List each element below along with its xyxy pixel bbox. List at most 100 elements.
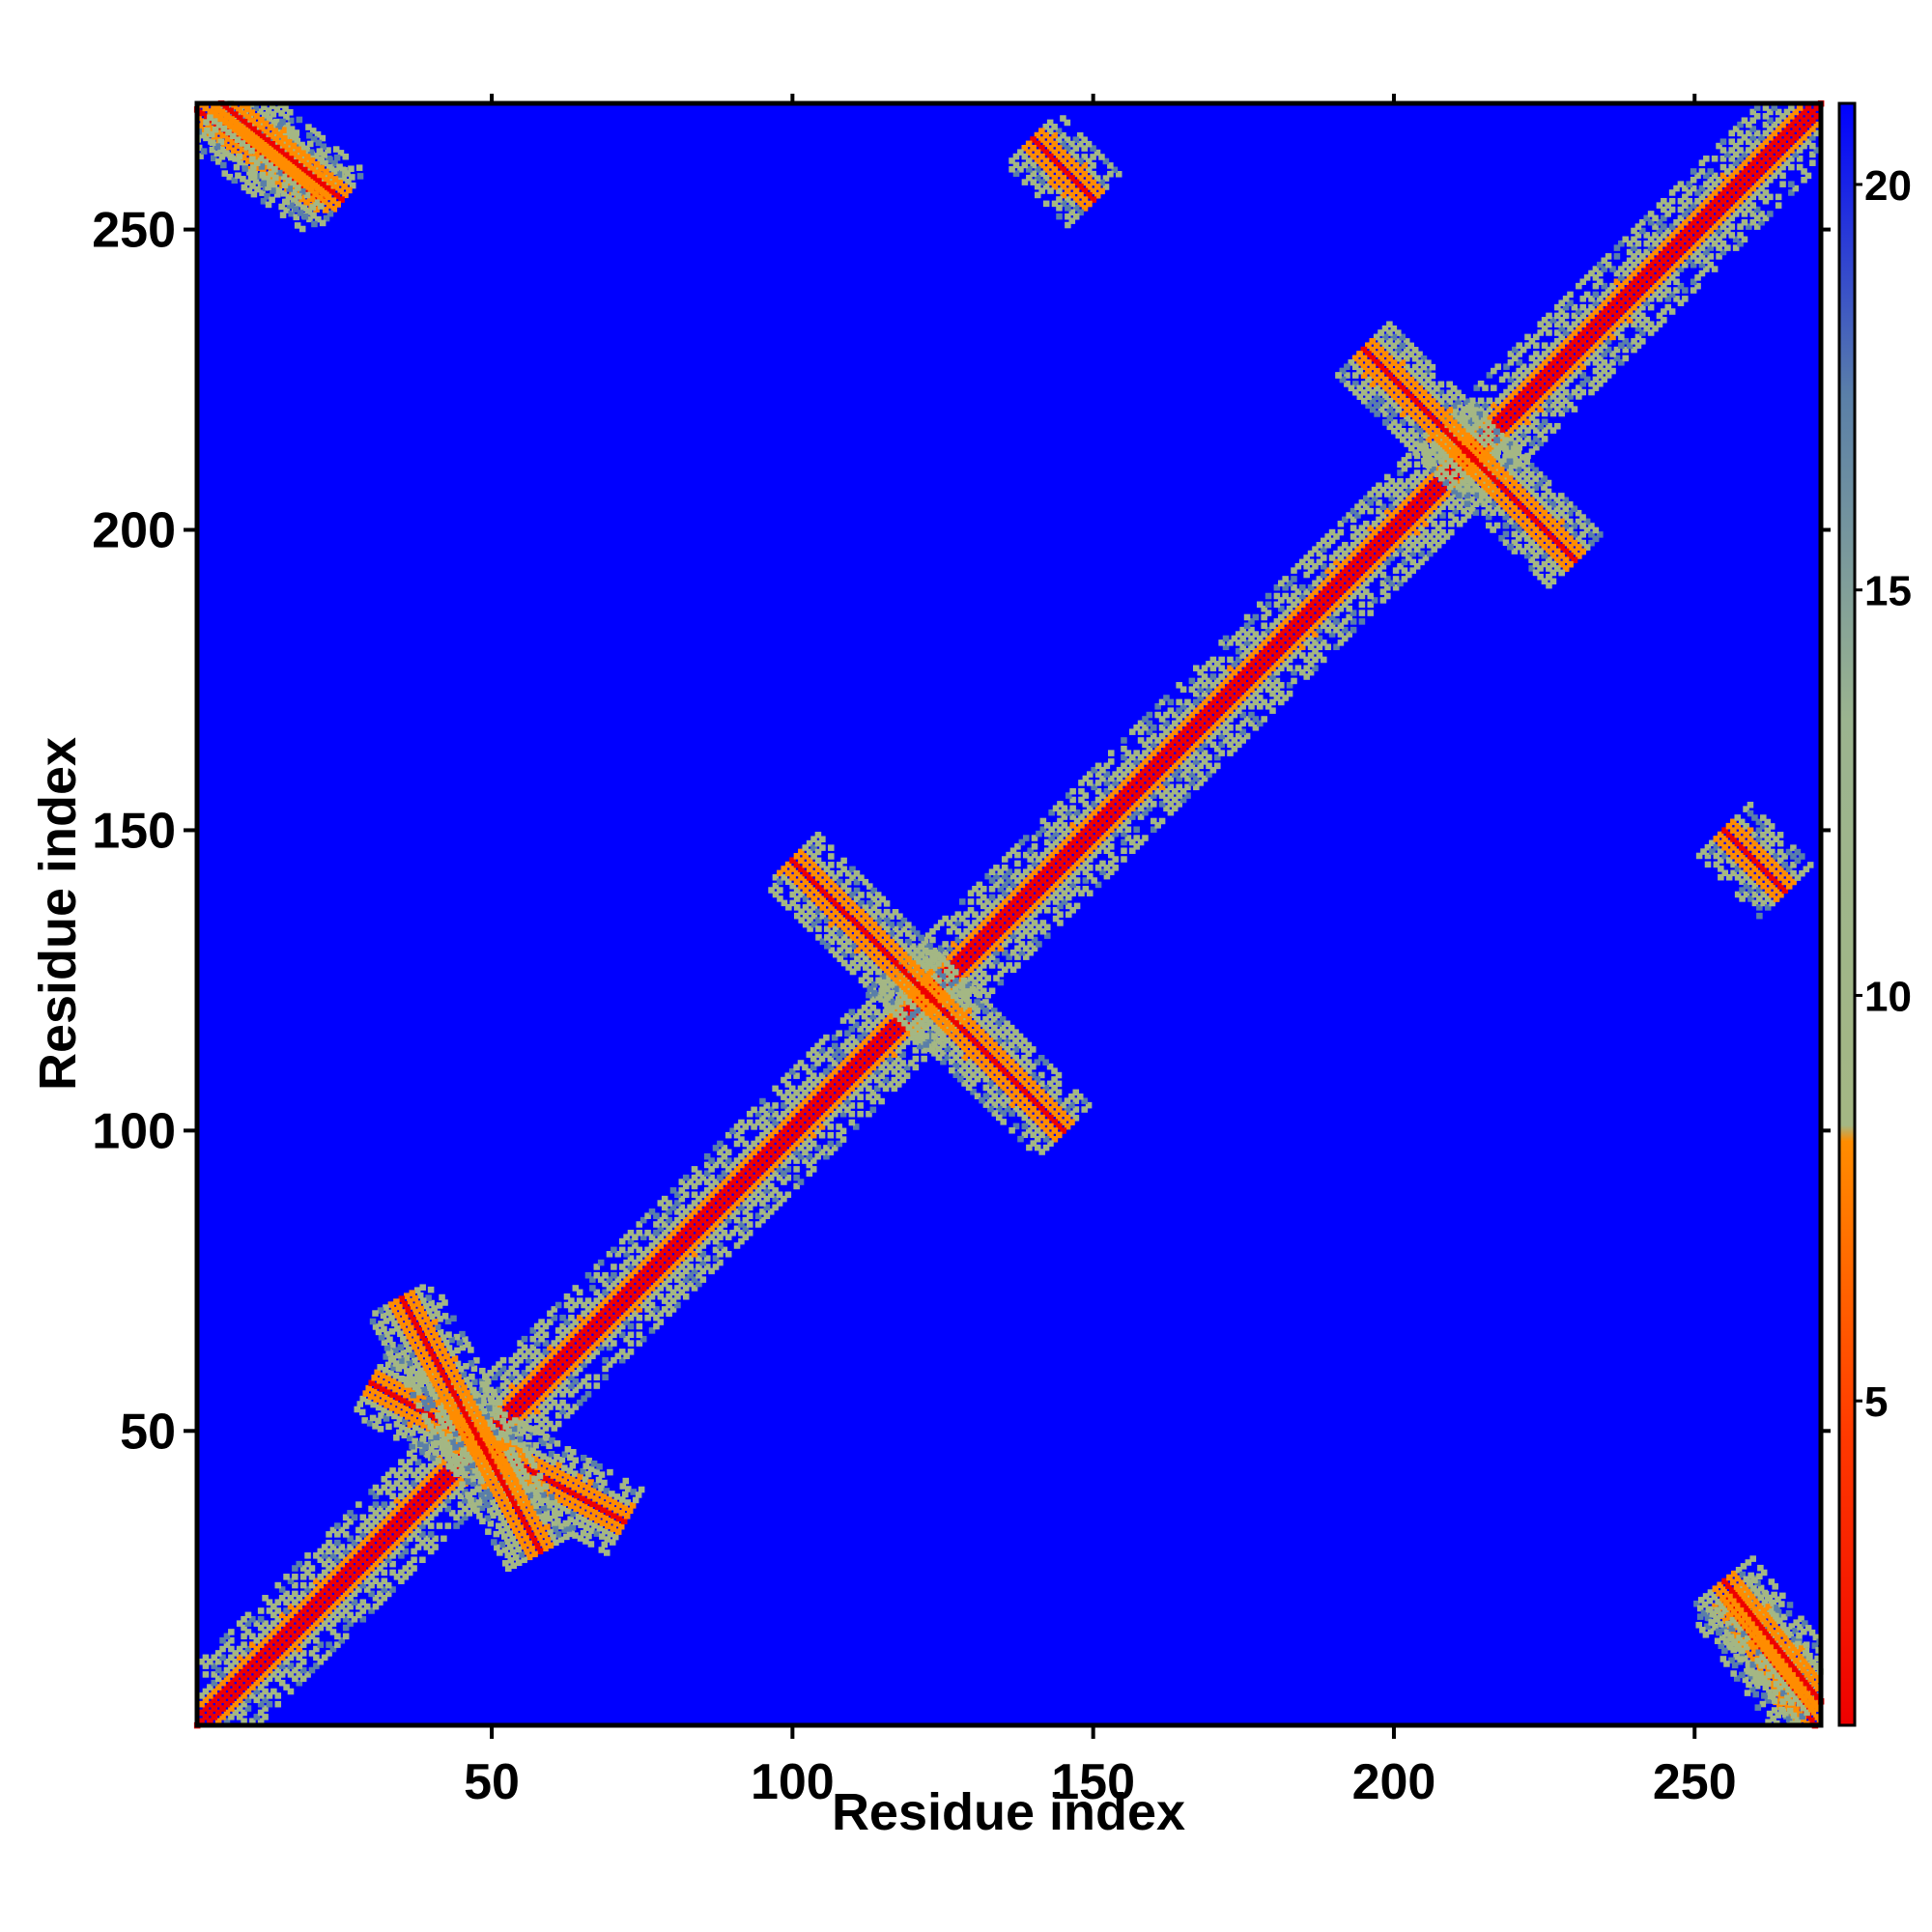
heatmap-band-0-cell [611, 1271, 617, 1279]
heatmap-band-0-cell [1719, 189, 1727, 196]
heatmap-band-0-cell [1239, 652, 1246, 659]
heatmap-band-0-cell [866, 1042, 872, 1050]
heatmap-band-0-cell [1711, 223, 1719, 230]
heatmap-band-0-cell [1291, 583, 1297, 591]
heatmap-band-0-cell [1009, 949, 1017, 956]
heatmap-band-0-cell [262, 1705, 269, 1712]
heatmap-band-0-cell [1031, 927, 1038, 935]
heatmap-band-0-cell [542, 1365, 550, 1373]
heatmap-band-0-cell [972, 920, 979, 926]
heatmap-band-0-cell [214, 1692, 222, 1699]
heatmap-band-0-cell [478, 1412, 486, 1419]
heatmap-band-0-cell [1346, 554, 1352, 561]
heatmap-band-0-cell [1358, 541, 1366, 549]
heatmap-band-0-cell [432, 1492, 439, 1500]
heatmap-band-0-cell [627, 1230, 635, 1236]
heatmap-band-0-cell [1018, 932, 1026, 939]
heatmap-band-0-cell [1358, 601, 1366, 609]
heatmap-band-0-cell [1248, 686, 1255, 693]
heatmap-band-0-cell [763, 1102, 771, 1109]
heatmap-band-0-cell [1379, 486, 1387, 494]
heatmap-band-0-cell [1154, 771, 1161, 778]
heatmap-band-0-cell [1273, 677, 1281, 685]
heatmap-band-0-cell [653, 1221, 660, 1228]
heatmap-band-0-cell [512, 1370, 520, 1377]
heatmap-band-0-cell [1707, 211, 1715, 217]
heatmap-band-0-cell [411, 1548, 417, 1555]
heatmap-band-0-cell [299, 1581, 307, 1589]
heatmap-band-0-cell [721, 1221, 728, 1228]
heatmap-band-0-cell [980, 902, 987, 910]
heatmap-band-1-cell [376, 1377, 384, 1384]
heatmap-band-0-cell [1307, 601, 1315, 609]
heatmap-band-0-cell [784, 1157, 792, 1164]
heatmap-band-0-cell [1779, 138, 1786, 145]
heatmap-band-0-cell [1350, 541, 1357, 549]
heatmap-band-0-cell [831, 1094, 838, 1100]
heatmap-band-0-cell [1337, 554, 1345, 561]
heatmap-band-0-cell [721, 1195, 728, 1203]
heatmap-band-0-cell [1690, 185, 1697, 192]
heatmap-band-0-cell [1316, 601, 1323, 609]
heatmap-band-0-cell [223, 1633, 231, 1640]
heatmap-band-0-cell [1087, 890, 1094, 896]
heatmap-band-0-cell [1321, 580, 1327, 587]
heatmap-band-0-cell [1188, 771, 1196, 778]
heatmap-band-0-cell [326, 1531, 332, 1538]
heatmap-band-0-cell [1350, 507, 1357, 515]
heatmap-band-0-cell [1376, 533, 1382, 540]
heatmap-band-0-cell [1151, 758, 1157, 765]
heatmap-band-0-cell [1613, 244, 1621, 251]
heatmap-band-0-cell [669, 1289, 677, 1296]
heatmap-band-0-cell [384, 1556, 392, 1564]
heatmap-band-0-cell [1116, 826, 1123, 834]
heatmap-band-0-cell [1371, 486, 1378, 494]
heatmap-band-0-cell [1121, 856, 1127, 863]
heatmap-band-0-cell [1379, 562, 1387, 570]
heatmap-band-0-cell [997, 868, 1005, 875]
heatmap-band-0-cell [1448, 521, 1455, 527]
heatmap-band-0-cell [1184, 775, 1191, 782]
heatmap-band-0-cell [1321, 588, 1327, 595]
heatmap-band-0-cell [1009, 932, 1017, 939]
heatmap-band-0-cell [1248, 720, 1255, 727]
heatmap-band-0-cell [1516, 427, 1522, 434]
heatmap-band-0-cell [839, 1127, 847, 1135]
heatmap-band-1-cell [552, 1493, 559, 1501]
heatmap-band-0-cell [1668, 308, 1676, 315]
heatmap-band-0-cell [236, 1654, 243, 1662]
heatmap-band-0-cell [972, 970, 979, 978]
heatmap-band-0-cell [317, 1616, 325, 1623]
heatmap-band-0-cell [1073, 851, 1081, 859]
heatmap-band-0-cell [666, 1242, 672, 1249]
heatmap-band-0-cell [368, 1556, 375, 1564]
heatmap-band-0-cell [368, 1539, 375, 1547]
heatmap-band-0-cell [448, 1510, 456, 1517]
heatmap-band-1-cell [381, 1406, 387, 1414]
heatmap-band-0-cell [1146, 720, 1153, 727]
heatmap-band-0-cell [1069, 830, 1076, 838]
heatmap-band-0-cell [682, 1234, 690, 1240]
heatmap-band-0-cell [1264, 626, 1272, 634]
heatmap-band-0-cell [1804, 172, 1812, 180]
heatmap-band-0-cell [423, 1492, 431, 1500]
heatmap-band-0-cell [1094, 838, 1102, 846]
heatmap-band-0-cell [738, 1152, 745, 1160]
heatmap-band-0-cell [253, 1714, 261, 1720]
heatmap-band-0-cell [1193, 682, 1200, 689]
heatmap-band-0-cell [1065, 843, 1072, 850]
heatmap-band-0-cell [772, 1161, 779, 1169]
heatmap-band-0-cell [1461, 507, 1467, 515]
heatmap-band-0-cell [1588, 346, 1595, 354]
heatmap-band-0-cell [831, 1076, 838, 1084]
heatmap-band-0-cell [632, 1285, 639, 1292]
heatmap-band-0-cell [988, 894, 996, 901]
heatmap-band-0-cell [1137, 787, 1145, 795]
heatmap-band-0-cell [1533, 418, 1540, 426]
heatmap-band-0-cell [674, 1251, 681, 1258]
heatmap-band-0-cell [1103, 771, 1111, 778]
heatmap-band-0-cell [1363, 571, 1370, 579]
heatmap-band-0-cell [1222, 695, 1230, 701]
heatmap-band-1-cell [435, 1457, 442, 1464]
heatmap-band-0-cell [436, 1463, 443, 1470]
